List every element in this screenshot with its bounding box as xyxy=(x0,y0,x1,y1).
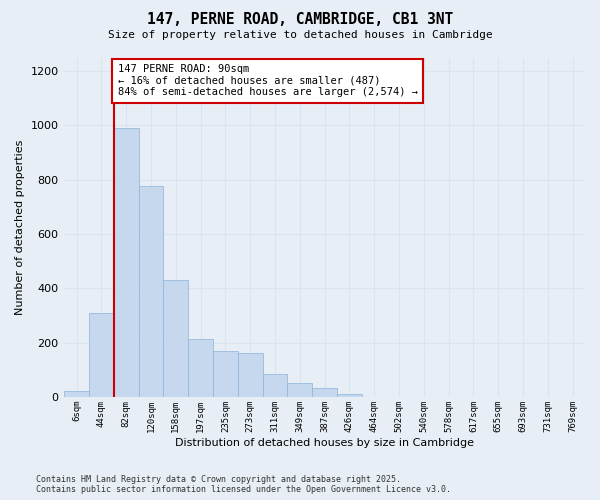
Bar xyxy=(163,280,188,397)
Text: 147, PERNE ROAD, CAMBRIDGE, CB1 3NT: 147, PERNE ROAD, CAMBRIDGE, CB1 3NT xyxy=(147,12,453,28)
X-axis label: Distribution of detached houses by size in Cambridge: Distribution of detached houses by size … xyxy=(175,438,474,448)
Bar xyxy=(213,351,238,397)
Text: Size of property relative to detached houses in Cambridge: Size of property relative to detached ho… xyxy=(107,30,493,40)
Bar xyxy=(64,392,89,397)
Bar xyxy=(238,354,263,397)
Bar xyxy=(114,128,139,397)
Bar xyxy=(312,388,337,397)
Text: 147 PERNE ROAD: 90sqm
← 16% of detached houses are smaller (487)
84% of semi-det: 147 PERNE ROAD: 90sqm ← 16% of detached … xyxy=(118,64,418,98)
Text: Contains HM Land Registry data © Crown copyright and database right 2025.
Contai: Contains HM Land Registry data © Crown c… xyxy=(36,474,451,494)
Bar xyxy=(337,394,362,397)
Bar xyxy=(263,374,287,397)
Bar xyxy=(287,384,312,397)
Bar xyxy=(139,186,163,397)
Bar xyxy=(188,338,213,397)
Y-axis label: Number of detached properties: Number of detached properties xyxy=(15,140,25,315)
Bar xyxy=(89,314,114,397)
